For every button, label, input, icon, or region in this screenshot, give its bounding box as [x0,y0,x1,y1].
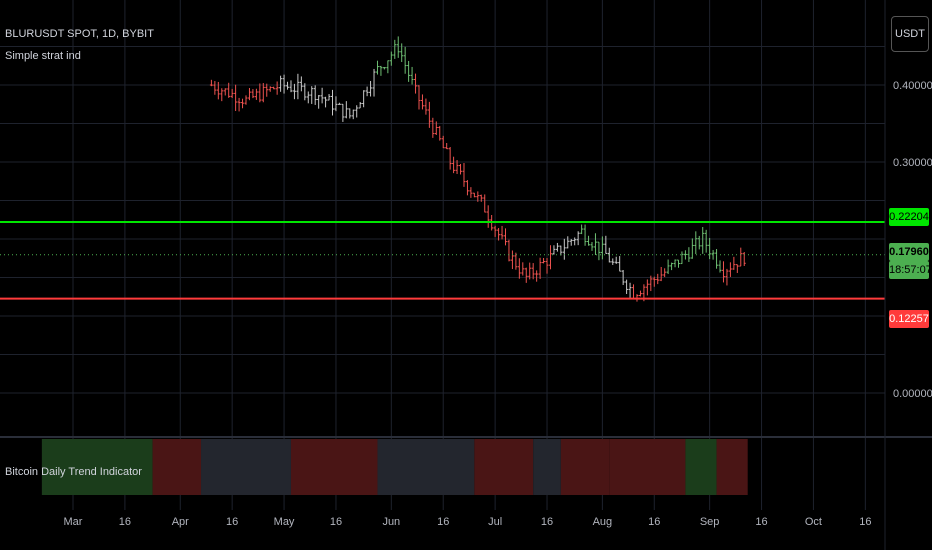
trend-segment-bearish [716,439,748,495]
bar-countdown-badge: 18:57:07 [889,261,932,279]
last-price-badge: 0.17960 [889,243,929,261]
time-tick-label: Sep [700,516,720,528]
level-lines [0,221,885,300]
price-tick-label: 0.30000 [893,157,932,169]
trend-segment-bearish [560,439,610,495]
time-tick-label: Aug [593,516,613,528]
time-tick-label: 16 [330,516,342,528]
currency-unit-button[interactable]: USDT [891,16,929,52]
trend-segment-bearish [609,439,686,495]
time-tick-label: 16 [226,516,238,528]
time-tick-label: 16 [859,516,871,528]
time-tick-label: Apr [172,516,189,528]
time-tick-label: 16 [755,516,767,528]
time-tick-label: 16 [437,516,449,528]
time-tick-label: Mar [64,516,83,528]
time-tick-label: May [274,516,295,528]
price-bars [209,36,746,302]
support-price-badge: 0.12257 [889,310,929,328]
time-tick-label: 16 [119,516,131,528]
indicator-legend[interactable]: Simple strat ind [5,50,81,62]
time-tick-label: 16 [648,516,660,528]
resistance-price-badge: 0.22204 [889,208,929,226]
trend-segment-neutral [201,439,291,495]
time-tick-label: Jun [382,516,400,528]
indicator-pane-title[interactable]: Bitcoin Daily Trend Indicator [5,466,142,478]
price-tick-label: 0.40000 [893,80,932,92]
trend-segment-bullish [41,439,153,495]
trend-segment-bearish [152,439,202,495]
time-tick-label: Jul [488,516,502,528]
symbol-legend[interactable]: BLURUSDT SPOT, 1D, BYBIT [5,28,154,40]
trend-segment-neutral [377,439,475,495]
trend-pane [41,439,748,495]
time-axis[interactable]: Mar 16 Apr 16 May 16 Jun 16 Jul 16 Aug 16 Sep 16 Oct 16 [64,516,872,528]
price-tick-label: 0.00000 [893,388,932,400]
trend-segment-bearish [290,439,378,495]
trend-segment-bearish [474,439,534,495]
price-axis[interactable]: 0.40000 0.30000 0.00000 [893,80,932,400]
time-tick-label: Oct [805,516,822,528]
trend-segment-neutral [533,439,561,495]
trend-segment-bullish [685,439,717,495]
time-tick-label: 16 [541,516,553,528]
